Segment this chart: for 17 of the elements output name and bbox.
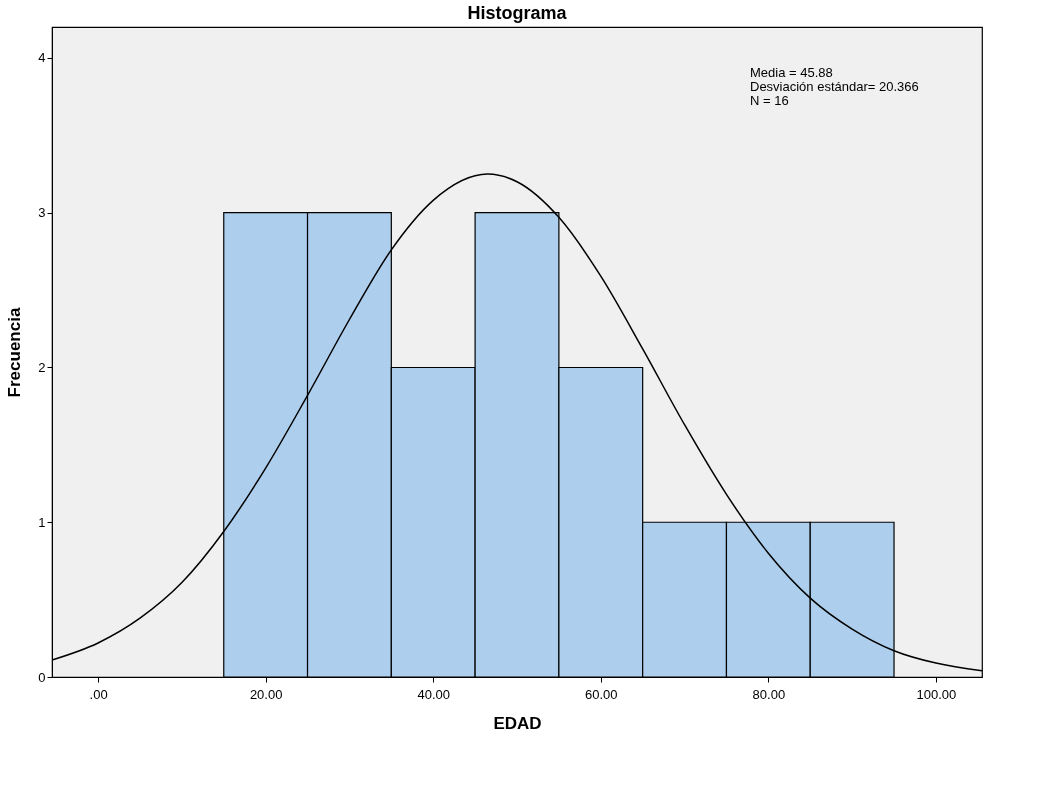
chart-title: Histograma — [467, 3, 568, 23]
x-tick-label: .00 — [89, 686, 108, 702]
y-tick-label: 1 — [38, 514, 46, 530]
y-tick-label: 3 — [38, 205, 46, 221]
y-tick-label: 4 — [38, 50, 46, 66]
x-tick-label: 80.00 — [752, 686, 786, 702]
x-axis-title: EDAD — [493, 713, 542, 733]
x-tick-label: 60.00 — [585, 686, 618, 702]
y-tick-label: 0 — [38, 669, 46, 685]
x-tick-label: 20.00 — [249, 686, 283, 702]
annotation: Media = 45.88 — [750, 65, 833, 80]
y-axis-title: Frecuencia — [5, 307, 25, 398]
x-tick-label: 100.00 — [916, 686, 957, 702]
x-tick-label: 40.00 — [417, 686, 450, 702]
y-tick-label: 2 — [38, 359, 46, 375]
annotation: Desviación estándar= 20.366 — [750, 79, 919, 94]
annotation: N = 16 — [750, 93, 789, 108]
